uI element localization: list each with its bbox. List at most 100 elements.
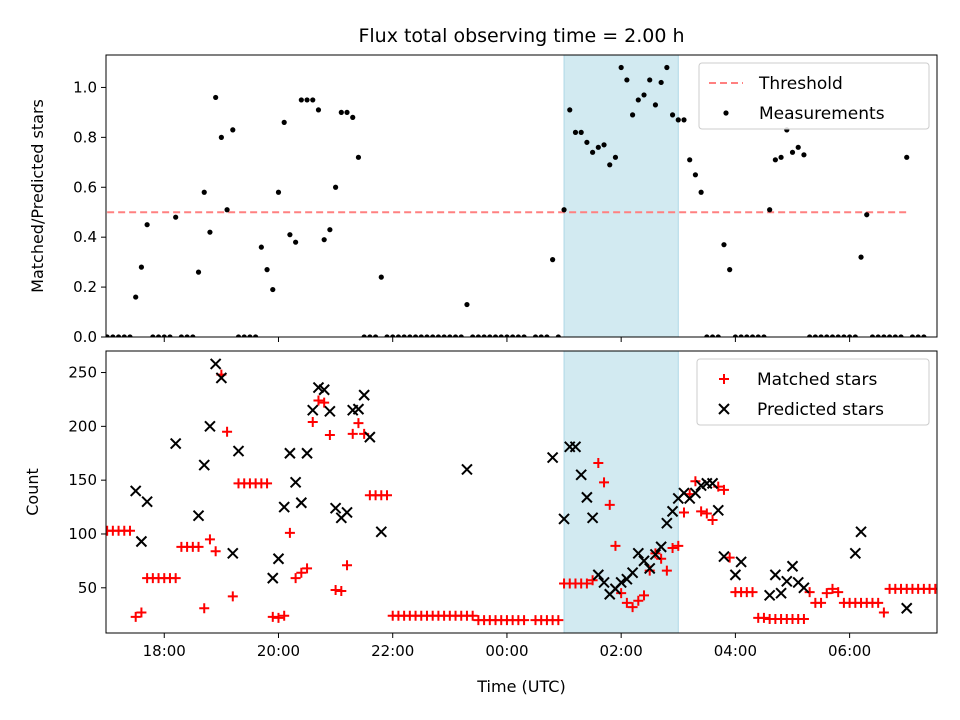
data-point	[652, 102, 659, 108]
highlight-span	[563, 351, 679, 633]
data-point	[633, 595, 644, 606]
series-predicted-stars	[129, 358, 913, 614]
data-point	[538, 334, 544, 337]
data-point	[618, 64, 624, 71]
data-point	[336, 586, 347, 597]
y-tick-label: 150	[68, 471, 97, 489]
data-point	[304, 97, 310, 103]
data-point	[666, 505, 679, 518]
data-point	[279, 610, 290, 621]
data-point	[173, 214, 179, 220]
data-point	[447, 334, 453, 337]
data-point	[930, 583, 937, 594]
data-point	[284, 527, 295, 538]
data-point	[367, 334, 373, 337]
legend-dot-swatch	[723, 110, 729, 116]
data-point	[858, 254, 864, 260]
data-point	[615, 576, 627, 589]
data-point	[232, 445, 245, 457]
data-point	[401, 334, 407, 337]
data-point	[287, 232, 293, 238]
data-point	[595, 144, 601, 150]
y-tick-label: 1.0	[73, 78, 97, 96]
data-point	[546, 451, 559, 464]
data-point	[829, 334, 836, 337]
data-point	[361, 334, 367, 337]
data-point	[381, 490, 392, 501]
data-point	[184, 334, 190, 337]
data-point	[712, 504, 724, 517]
series-measurements	[106, 64, 927, 337]
data-point	[901, 602, 913, 614]
data-point	[324, 405, 336, 417]
data-point	[190, 334, 196, 337]
data-point	[701, 508, 712, 519]
legend-label: Predicted stars	[757, 400, 884, 420]
data-point	[758, 612, 769, 623]
data-point	[681, 117, 687, 123]
data-point	[669, 112, 676, 118]
data-point	[198, 459, 210, 471]
data-point	[375, 526, 387, 538]
data-point	[418, 334, 424, 337]
data-point	[258, 244, 264, 250]
data-point	[661, 565, 672, 576]
data-point	[812, 334, 818, 337]
data-point	[898, 334, 904, 337]
data-point	[567, 107, 573, 113]
data-point	[616, 588, 627, 599]
data-point	[307, 404, 319, 416]
data-point	[193, 541, 204, 552]
data-point	[298, 97, 304, 103]
data-point	[638, 555, 650, 567]
data-point	[124, 525, 135, 536]
legend-label: Matched stars	[757, 370, 877, 390]
data-point	[886, 334, 893, 337]
data-point	[121, 334, 127, 337]
data-point	[129, 485, 142, 497]
data-point	[687, 157, 693, 163]
data-point	[327, 227, 333, 233]
data-point	[769, 569, 782, 581]
data-point	[106, 334, 110, 337]
data-point	[144, 222, 150, 228]
data-point	[350, 114, 356, 120]
data-point	[210, 546, 221, 557]
data-point	[778, 154, 784, 160]
data-point	[647, 77, 653, 83]
data-point	[458, 334, 464, 337]
data-point	[627, 602, 638, 613]
data-point	[293, 239, 299, 245]
data-point	[467, 610, 478, 621]
data-point	[412, 334, 419, 337]
axes-frame	[105, 54, 938, 338]
data-point	[521, 334, 527, 337]
data-point	[267, 611, 278, 622]
data-point	[247, 334, 253, 337]
data-point	[307, 417, 318, 428]
y-axis-label: Count	[23, 468, 42, 516]
x-tick-label: 06:00	[828, 642, 871, 660]
data-point	[230, 127, 236, 133]
data-point	[235, 334, 242, 337]
data-point	[801, 152, 807, 158]
data-point	[390, 334, 396, 337]
data-point	[798, 614, 809, 625]
data-point	[878, 607, 889, 618]
data-point	[133, 294, 139, 300]
data-point	[798, 582, 810, 594]
data-point	[461, 463, 473, 476]
x-tick-label: 20:00	[257, 642, 300, 660]
data-point	[204, 534, 215, 545]
data-point	[601, 142, 607, 148]
data-point	[644, 562, 656, 575]
data-point	[807, 334, 813, 337]
y-tick-label: 250	[68, 364, 97, 382]
data-point	[696, 506, 707, 517]
data-point	[610, 540, 621, 551]
data-point	[550, 257, 556, 263]
data-point	[816, 597, 827, 608]
data-point	[289, 476, 302, 489]
data-point	[744, 334, 750, 337]
data-point	[781, 575, 793, 588]
